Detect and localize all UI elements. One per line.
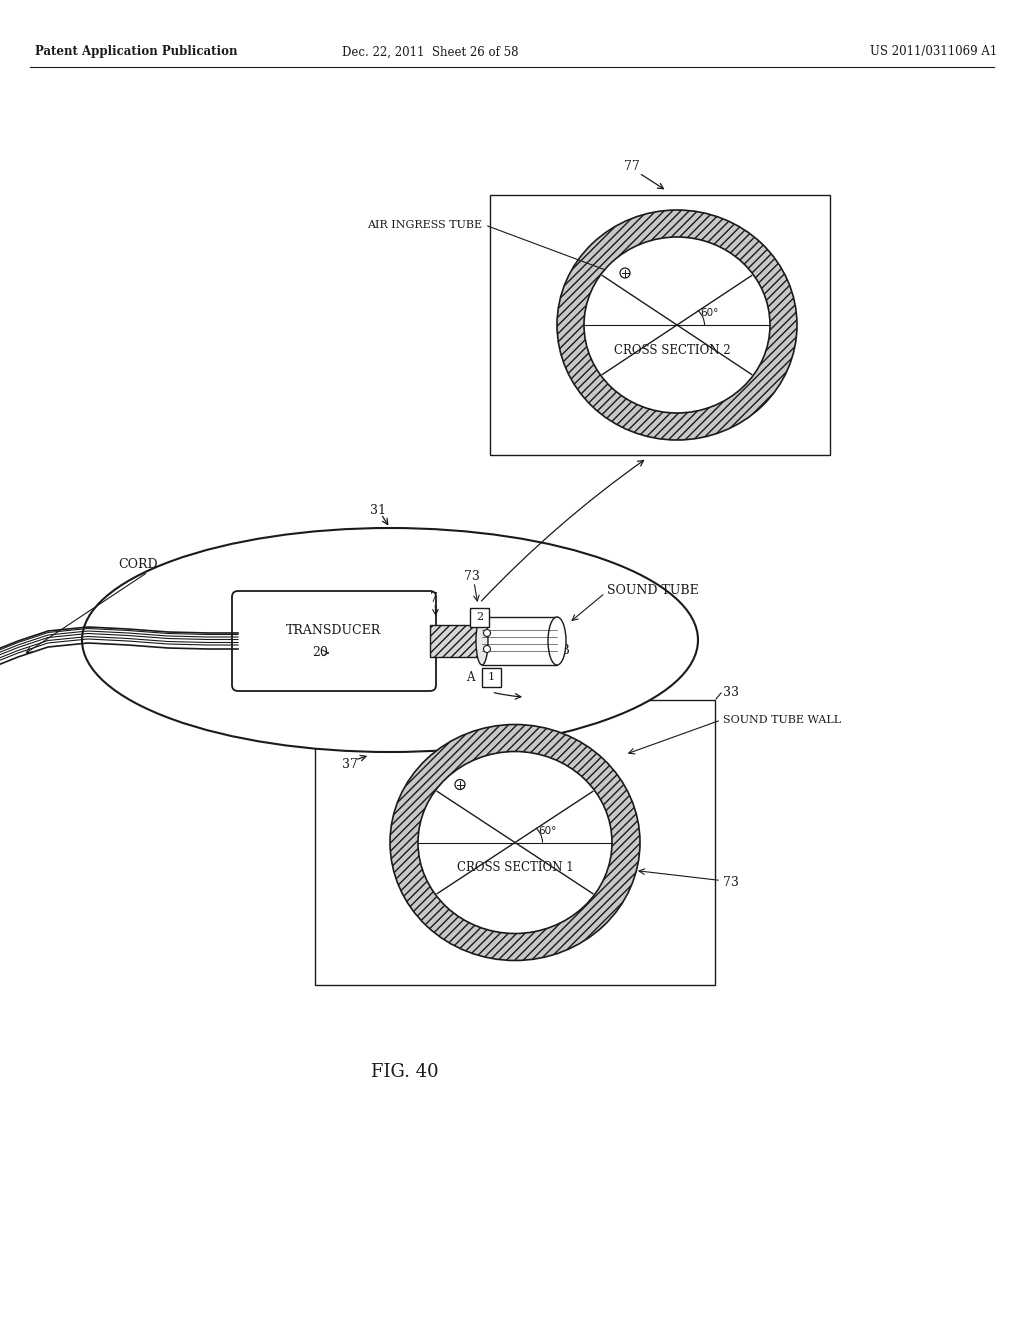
Text: Patent Application Publication: Patent Application Publication <box>35 45 238 58</box>
Text: 37: 37 <box>342 759 358 771</box>
Text: US 2011/0311069 A1: US 2011/0311069 A1 <box>870 45 997 58</box>
Bar <box>490 195 830 455</box>
Text: 31: 31 <box>370 503 386 516</box>
Ellipse shape <box>418 751 612 933</box>
Circle shape <box>455 780 465 789</box>
Text: 60°: 60° <box>699 308 718 318</box>
Text: SOUND TUBE: SOUND TUBE <box>607 585 698 598</box>
Circle shape <box>483 645 490 652</box>
Text: 60°: 60° <box>538 825 556 836</box>
Text: A: A <box>466 671 474 684</box>
Circle shape <box>620 268 630 279</box>
Circle shape <box>483 630 490 636</box>
Bar <box>315 700 715 985</box>
Ellipse shape <box>548 616 566 665</box>
Ellipse shape <box>584 238 770 413</box>
Text: CROSS SECTION 2: CROSS SECTION 2 <box>613 343 730 356</box>
Ellipse shape <box>390 725 640 961</box>
Text: 73: 73 <box>723 876 739 888</box>
Text: 7: 7 <box>430 593 438 606</box>
Text: CORD: CORD <box>118 558 158 572</box>
Text: 2: 2 <box>476 612 483 623</box>
Ellipse shape <box>476 616 488 665</box>
Ellipse shape <box>557 210 797 440</box>
Text: B: B <box>560 644 569 657</box>
Text: 73: 73 <box>464 569 480 582</box>
Text: 20: 20 <box>312 647 328 660</box>
Text: 1: 1 <box>488 672 495 682</box>
Text: AIR INGRESS TUBE: AIR INGRESS TUBE <box>367 220 482 230</box>
Bar <box>470 609 489 627</box>
Text: TRANSDUCER: TRANSDUCER <box>287 624 382 638</box>
Text: FIG. 40: FIG. 40 <box>371 1063 439 1081</box>
Text: CROSS SECTION 1: CROSS SECTION 1 <box>457 861 573 874</box>
FancyBboxPatch shape <box>232 591 436 690</box>
Bar <box>482 668 501 686</box>
Ellipse shape <box>82 528 698 752</box>
Bar <box>430 624 482 657</box>
Bar <box>482 616 557 665</box>
Text: 77: 77 <box>624 161 640 173</box>
Text: 33: 33 <box>723 685 739 698</box>
Text: SOUND TUBE WALL: SOUND TUBE WALL <box>723 715 841 725</box>
Text: Dec. 22, 2011  Sheet 26 of 58: Dec. 22, 2011 Sheet 26 of 58 <box>342 45 518 58</box>
